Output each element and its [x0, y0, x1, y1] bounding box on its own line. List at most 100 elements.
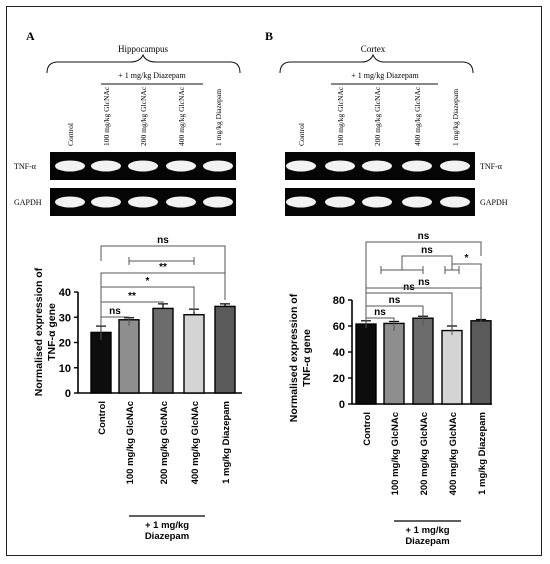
- panel-b-gel-label-tnf: TNF-α: [480, 162, 503, 171]
- chart-a-ylabel-line1: Normalised expression of: [33, 267, 45, 396]
- bar: [470, 320, 492, 405]
- panel-a-gapdh-band: [166, 196, 196, 208]
- panel-b-gapdh-band: [286, 196, 316, 208]
- panel-b-region-brace: [279, 53, 474, 74]
- panel-b-gapdh-band: [440, 196, 470, 208]
- y-tick-label: 20: [59, 338, 71, 350]
- panel-b-lane-label: 100 mg/kg GlcNAc: [336, 86, 345, 146]
- panel-b-gel-label-gapdh: GAPDH: [480, 198, 508, 207]
- bar: [90, 331, 112, 394]
- y-tick-label: 0: [339, 399, 345, 411]
- x-tick-label: 400 mg/kg GlcNAc: [448, 412, 459, 495]
- panel-a-lane-label: 400 mg/kg GlcNAc: [177, 86, 186, 146]
- panel-b-gapdh-band: [362, 196, 392, 208]
- panel-b-tnf-band: [402, 160, 432, 172]
- x-tick-label: 100 mg/kg GlcNAc: [125, 401, 136, 484]
- panel-a-gapdh-band: [203, 196, 233, 208]
- chart-b-ylabel-line2: TNF-α gene: [301, 329, 313, 387]
- x-tick-label: 1 mg/kg Diazepam: [221, 401, 232, 484]
- panel-a-lane-label: 100 mg/kg GlcNAc: [102, 86, 111, 146]
- panel-a-tnf-band: [203, 160, 233, 172]
- bar: [441, 329, 463, 405]
- bar: [183, 314, 205, 394]
- y-tick-label: 60: [333, 321, 345, 333]
- group-bracket-label: Diazepam: [405, 536, 449, 547]
- panel-b-tnf-band: [362, 160, 392, 172]
- panel-b-lane-label: 200 mg/kg GlcNAc: [373, 86, 382, 146]
- panel-b-lane-label: Control: [297, 123, 306, 146]
- panel-a-gel-label-gapdh: GAPDH: [14, 198, 42, 207]
- group-bracket-label: Diazepam: [145, 531, 189, 542]
- panel-a-tnf-band: [128, 160, 158, 172]
- y-tick-label: 20: [333, 373, 345, 385]
- figure-frame: [6, 6, 542, 556]
- panel-b-tnf-band: [440, 160, 470, 172]
- panel-a-gapdh-band: [128, 196, 158, 208]
- significance-label: *: [146, 276, 150, 287]
- significance-label: ns: [418, 231, 430, 242]
- panel-a-region: Hippocampus: [118, 44, 168, 54]
- chart-a-ylabel-line2: TNF-α gene: [46, 303, 58, 361]
- panel-b-treatment-label: + 1 mg/kg Diazepam: [351, 71, 419, 80]
- bar: [412, 317, 434, 405]
- significance-label: ns: [374, 307, 386, 318]
- panel-b-tnf-band: [325, 160, 355, 172]
- panel-a-letter: A: [26, 29, 35, 43]
- panel-b-letter: B: [265, 29, 273, 43]
- y-tick-label: 40: [59, 287, 71, 299]
- group-bracket-label: + 1 mg/kg: [145, 520, 189, 531]
- significance-label: ns: [389, 295, 401, 306]
- panel-a-tnf-band: [91, 160, 121, 172]
- panel-b-region: Cortex: [361, 44, 386, 54]
- panel-a-treatment-label: + 1 mg/kg Diazepam: [118, 71, 186, 80]
- panel-b-tnf-band: [286, 160, 316, 172]
- significance-bracket: [100, 245, 226, 300]
- bar: [118, 319, 140, 394]
- x-tick-label: 200 mg/kg GlcNAc: [159, 401, 170, 484]
- significance-label: ns: [157, 235, 169, 246]
- bar: [214, 305, 236, 394]
- group-bracket-label: + 1 mg/kg: [405, 525, 449, 536]
- chart-a: 0 10 20 30 40 Control 100 mg/kg GlcNAc 200 mg/k…: [59, 235, 242, 542]
- panel-a-gel-label-tnf: TNF-α: [14, 162, 37, 171]
- significance-label: ns: [109, 306, 121, 317]
- panel-b-gapdh-band: [325, 196, 355, 208]
- panel-b-lane-label: 400 mg/kg GlcNAc: [413, 86, 422, 146]
- x-tick-label: 400 mg/kg GlcNAc: [190, 401, 201, 484]
- panel-a-tnf-band: [166, 160, 196, 172]
- chart-b: 0 20 40 60 80 Control 100 mg/kg GlcNAc 200 mg/k…: [333, 231, 492, 547]
- significance-label: **: [159, 262, 167, 273]
- panel-b-gapdh-band: [402, 196, 432, 208]
- significance-label: *: [465, 253, 469, 264]
- y-tick-label: 10: [59, 363, 71, 375]
- panel-b-bands: [286, 160, 470, 208]
- x-tick-label: 100 mg/kg GlcNAc: [390, 412, 401, 495]
- panel-a-lane-label: 1 mg/kg Diazepam: [214, 89, 223, 146]
- panel-a-lane-label: Control: [66, 123, 75, 146]
- panel-a-region-brace: [46, 53, 241, 74]
- significance-label: ns: [418, 277, 430, 288]
- panel-b-lane-label: 1 mg/kg Diazepam: [451, 89, 460, 146]
- y-tick-label: 40: [333, 347, 345, 359]
- significance-label: **: [128, 291, 136, 302]
- y-tick-label: 30: [59, 312, 71, 324]
- bar: [383, 322, 405, 405]
- panel-a-tnf-band: [55, 160, 85, 172]
- significance-label: ns: [421, 245, 433, 256]
- x-tick-label: Control: [97, 401, 108, 435]
- y-tick-label: 0: [65, 388, 71, 400]
- panel-a-gapdh-band: [91, 196, 121, 208]
- chart-b-ylabel-line1: Normalised expression of: [288, 293, 300, 422]
- panel-a-lane-label: 200 mg/kg GlcNAc: [139, 86, 148, 146]
- x-tick-label: 200 mg/kg GlcNAc: [419, 412, 430, 495]
- panel-b-lane-labels: Control 100 mg/kg GlcNAc 200 mg/kg GlcNAc 4…: [297, 86, 460, 146]
- panel-a-bands: [55, 160, 233, 208]
- bar: [152, 307, 174, 394]
- panel-a-lane-labels: Control 100 mg/kg GlcNAc 200 mg/kg GlcNAc 4…: [66, 86, 223, 146]
- significance-bracket: [365, 241, 482, 328]
- bar: [355, 323, 377, 405]
- x-tick-label: Control: [362, 412, 373, 446]
- x-tick-label: 1 mg/kg Diazepam: [477, 412, 488, 495]
- panel-a-gapdh-band: [55, 196, 85, 208]
